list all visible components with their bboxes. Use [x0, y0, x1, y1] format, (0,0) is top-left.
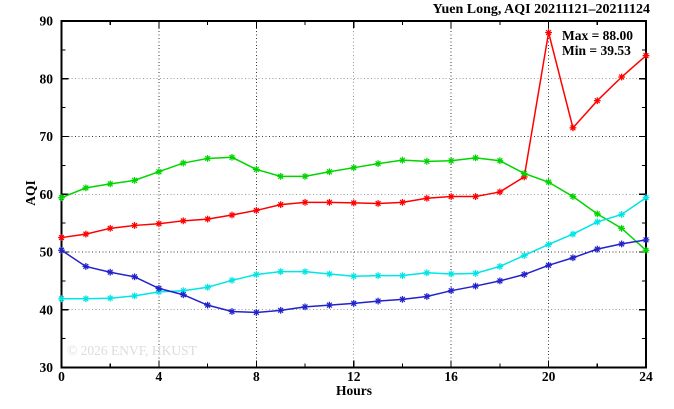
- x-tick-label: 8: [253, 369, 260, 384]
- y-tick-label: 50: [40, 245, 54, 260]
- series-markers-red: [58, 29, 650, 241]
- y-tick-label: 90: [40, 14, 54, 29]
- series-blue: [58, 236, 650, 316]
- series-markers-green: [58, 153, 650, 254]
- x-tick-label: 20: [542, 369, 556, 384]
- series-markers-cyan: [58, 194, 650, 303]
- series-cyan: [58, 194, 650, 303]
- series-green: [58, 153, 650, 254]
- x-tick-label: 0: [58, 369, 65, 384]
- watermark: © 2026 ENVF, HKUST: [67, 343, 197, 358]
- y-axis-label: AQI: [23, 180, 38, 206]
- tick-marks: [60, 20, 647, 369]
- chart-title: Yuen Long, AQI 20211121–20211124: [432, 2, 650, 17]
- x-tick-label: 4: [156, 369, 163, 384]
- grid-lines: [61, 21, 646, 368]
- x-tick-label: 24: [639, 369, 653, 384]
- y-tick-label: 40: [40, 302, 54, 317]
- y-tick-label: 70: [40, 129, 54, 144]
- series-red: [58, 29, 650, 241]
- max-annotation: Max = 88.00: [562, 28, 634, 43]
- y-tick-label: 60: [40, 187, 54, 202]
- x-tick-label: 12: [347, 369, 361, 384]
- series-line-red: [61, 32, 647, 239]
- series-markers-blue: [58, 236, 650, 316]
- x-axis-label: Hours: [335, 383, 372, 398]
- y-tick-label: 80: [40, 71, 54, 86]
- max-min-annotation: Max = 88.00 Min = 39.53: [562, 28, 633, 58]
- tick-labels: 0 4 8 12 16 20 24 30 40 50 60 70 80 90: [40, 14, 654, 385]
- y-tick-label: 30: [40, 360, 54, 375]
- min-annotation: Min = 39.53: [562, 43, 631, 58]
- x-tick-label: 16: [444, 369, 458, 384]
